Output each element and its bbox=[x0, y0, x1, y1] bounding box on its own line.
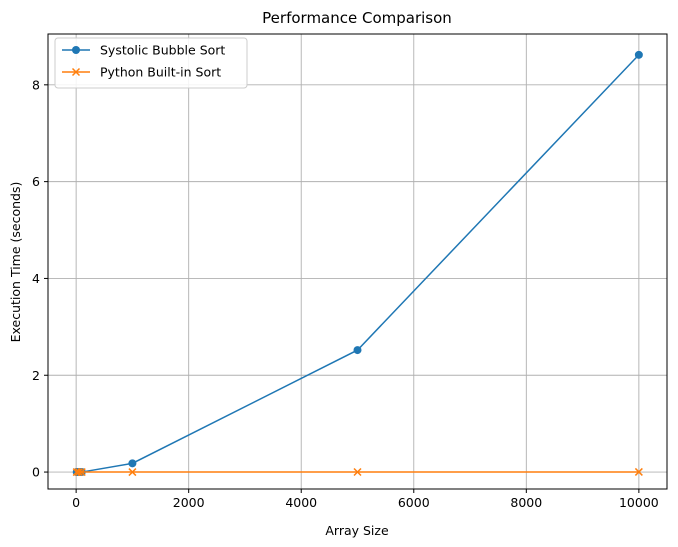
data-point bbox=[128, 459, 137, 468]
y-tick-label: 8 bbox=[32, 77, 40, 92]
data-point bbox=[74, 468, 83, 477]
y-tick-label: 4 bbox=[32, 271, 40, 286]
x-tick-label: 4000 bbox=[285, 495, 317, 510]
legend-marker bbox=[72, 46, 80, 54]
data-point bbox=[634, 50, 643, 59]
data-point bbox=[634, 467, 643, 476]
y-tick-label: 6 bbox=[32, 174, 40, 189]
y-axis-label: Execution Time (seconds) bbox=[8, 182, 23, 343]
series-0 bbox=[72, 50, 643, 477]
legend-items: Systolic Bubble Sort Python Built-in Sort bbox=[62, 43, 225, 80]
y-tick-label: 0 bbox=[32, 465, 40, 480]
x-axis-label: Array Size bbox=[325, 523, 389, 538]
x-tick-label: 6000 bbox=[398, 495, 430, 510]
series-1 bbox=[72, 467, 643, 477]
chart-title: Performance Comparison bbox=[262, 9, 452, 27]
series-line bbox=[76, 54, 640, 473]
plot-frame bbox=[47, 33, 668, 490]
x-tick-label: 0 bbox=[72, 495, 80, 510]
grid bbox=[48, 34, 667, 489]
data-point bbox=[353, 467, 362, 477]
y-axis: 0 2 4 6 8 bbox=[32, 77, 48, 480]
legend-label: Python Built-in Sort bbox=[100, 65, 221, 80]
legend: Systolic Bubble Sort Python Built-in Sort bbox=[54, 37, 248, 89]
legend-marker bbox=[71, 67, 81, 77]
legend-item: Python Built-in Sort bbox=[62, 65, 221, 80]
legend-box bbox=[54, 37, 248, 89]
data-point bbox=[128, 468, 137, 477]
y-tick-label: 2 bbox=[32, 368, 40, 383]
legend-label: Systolic Bubble Sort bbox=[100, 43, 225, 58]
legend-item: Systolic Bubble Sort bbox=[62, 43, 225, 58]
x-tick-label: 10000 bbox=[619, 495, 659, 510]
x-tick-label: 8000 bbox=[510, 495, 542, 510]
series-layer bbox=[72, 50, 643, 477]
data-point bbox=[77, 468, 86, 477]
x-tick-label: 2000 bbox=[173, 495, 205, 510]
x-axis: 0 2000 4000 6000 8000 10000 bbox=[72, 489, 659, 510]
data-point bbox=[353, 346, 362, 355]
